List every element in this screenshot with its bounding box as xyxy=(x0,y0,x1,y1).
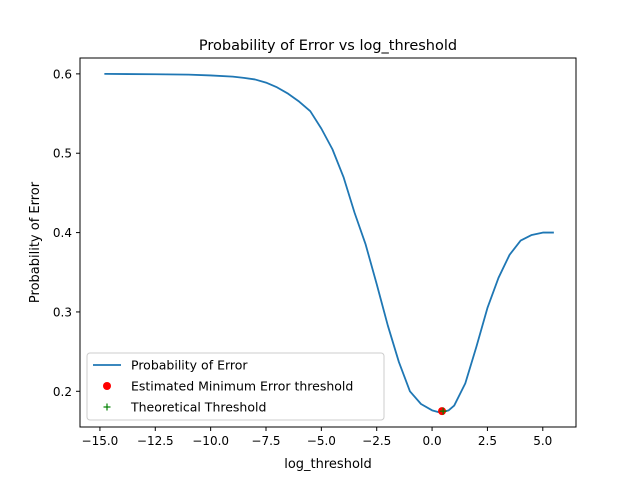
y-tick-label: 0.5 xyxy=(53,147,72,161)
legend: Probability of Error Estimated Minimum Er… xyxy=(86,352,385,421)
axes-frame xyxy=(79,57,577,428)
x-tick-label: −2.5 xyxy=(362,434,391,448)
legend-label-theoretical-threshold: Theoretical Threshold xyxy=(130,400,266,415)
y-tick-label: 0.3 xyxy=(53,305,72,319)
series-line-probability-of-error xyxy=(104,72,554,413)
legend-swatch-theoretical-threshold xyxy=(103,403,111,411)
plot-area xyxy=(104,72,554,416)
x-axis-label: log_threshold xyxy=(284,457,372,472)
y-tick-label: 0.6 xyxy=(53,67,72,81)
y-axis-label: Probability of Error xyxy=(28,181,43,303)
legend-swatch-estimated-minimum-error-threshold xyxy=(103,382,111,390)
legend-label-estimated-minimum-error-threshold: Estimated Minimum Error threshold xyxy=(131,379,353,394)
x-axis: −15.0 −12.5 −10.0 −7.5 −5.0 −2.5 0.0 2.5 5.0 xyxy=(82,427,552,448)
y-tick-label: 0.2 xyxy=(53,385,72,399)
legend-box xyxy=(86,352,385,421)
x-tick-label: −10.0 xyxy=(192,434,229,448)
x-tick-label: −7.5 xyxy=(251,434,280,448)
y-tick-label: 0.4 xyxy=(53,226,72,240)
theoretical-threshold-point xyxy=(439,407,447,415)
y-axis: 0.2 0.3 0.4 0.5 0.6 xyxy=(53,67,80,399)
x-tick-label: 2.5 xyxy=(478,434,497,448)
x-tick-label: 5.0 xyxy=(533,434,552,448)
x-tick-label: −12.5 xyxy=(137,434,174,448)
x-tick-label: −15.0 xyxy=(82,434,119,448)
x-tick-label: 0.0 xyxy=(423,434,442,448)
x-tick-label: −5.0 xyxy=(307,434,336,448)
legend-label-probability-of-error: Probability of Error xyxy=(131,358,248,373)
chart-title: Probability of Error vs log_threshold xyxy=(199,38,457,54)
